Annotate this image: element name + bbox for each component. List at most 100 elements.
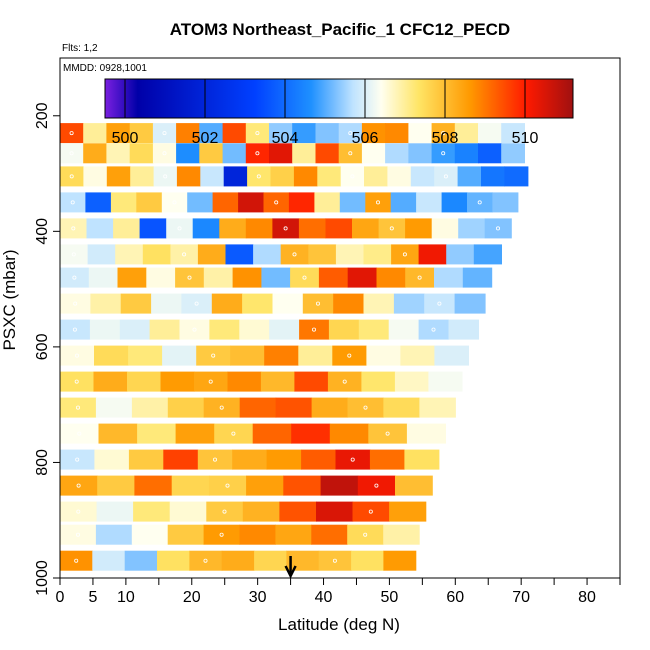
heatmap-cell <box>501 123 525 144</box>
plot-frame <box>59 57 621 579</box>
heatmap-cell <box>467 192 493 213</box>
heatmap-cell <box>376 267 406 288</box>
sample-point <box>70 200 75 205</box>
sample-point <box>256 174 261 179</box>
y-axis-label: PSXC (mbar) <box>0 249 19 350</box>
heatmap-cell <box>87 244 116 265</box>
heatmap-cell <box>110 192 137 213</box>
sample-point <box>71 226 76 231</box>
sample-point <box>203 558 208 563</box>
sample-point <box>76 483 81 488</box>
sample-point <box>402 252 407 257</box>
sample-point <box>225 483 230 488</box>
sample-point <box>74 558 79 563</box>
sample-point <box>73 301 78 306</box>
heatmap-cell <box>454 143 479 164</box>
heatmap-cell <box>166 218 194 239</box>
heatmap-cell <box>232 449 268 470</box>
sample-point <box>375 200 380 205</box>
heatmap-cell <box>60 166 84 187</box>
heatmap-cell <box>389 501 427 522</box>
heatmap-cell <box>203 397 241 418</box>
heatmap-cell <box>431 123 456 144</box>
heatmap-cell <box>434 345 469 366</box>
heatmap-cell <box>315 143 340 164</box>
heatmap-cell <box>137 423 177 444</box>
heatmap-cell <box>208 475 247 496</box>
heatmap-cell <box>308 244 337 265</box>
heatmap-cell <box>404 449 440 470</box>
heatmap-cell <box>83 143 107 164</box>
heatmap-cell <box>196 345 231 366</box>
heatmap-cell <box>60 218 88 239</box>
heatmap-cell <box>478 143 502 164</box>
heatmap-cell <box>85 192 112 213</box>
heatmap-cell <box>167 397 205 418</box>
heatmap-cell <box>160 371 195 392</box>
sample-point <box>187 275 192 280</box>
sample-point <box>363 532 368 537</box>
sample-point <box>350 174 355 179</box>
colorbar <box>104 78 574 119</box>
heatmap-cell <box>290 267 320 288</box>
sample-point <box>385 431 390 436</box>
heatmap-cell <box>60 397 97 418</box>
heatmap-cell <box>60 524 97 545</box>
colorbar-ticks: 500 502 504 506 508 510 <box>112 79 538 147</box>
heatmap-cell <box>221 550 255 571</box>
sample-point <box>292 252 297 257</box>
heatmap-cell <box>245 143 270 164</box>
heatmap-cell <box>89 319 121 340</box>
heatmap-cell <box>338 143 363 164</box>
sample-point <box>348 131 353 136</box>
heatmap-cell <box>239 319 270 340</box>
chart-title: ATOM3 Northeast_Pacific_1 CFC12_PECD <box>170 20 510 39</box>
heatmap-cell <box>419 397 456 418</box>
heatmap-cell <box>301 449 337 470</box>
heatmap-cell <box>214 423 254 444</box>
x-tick-label: 70 <box>512 589 530 606</box>
heatmap-cell <box>128 345 163 366</box>
heatmap-cell <box>457 166 482 187</box>
sample-point <box>76 532 81 537</box>
heatmap-cell <box>245 123 270 144</box>
heatmap-cell <box>60 501 98 522</box>
heatmap-cell <box>167 524 205 545</box>
sample-point <box>211 353 216 358</box>
heatmap-cell <box>279 501 317 522</box>
sample-point <box>77 431 82 436</box>
heatmap-cell <box>130 166 155 187</box>
heatmap-cell <box>269 143 293 164</box>
sample-point <box>274 200 279 205</box>
sample-point <box>163 174 168 179</box>
heatmap-cell <box>458 218 486 239</box>
x-tick-label: 5 <box>88 589 97 606</box>
heatmap-cell <box>266 449 302 470</box>
heatmap-cell <box>299 319 330 340</box>
heatmap-cell <box>317 166 342 187</box>
sample-point <box>74 379 79 384</box>
heatmap-cell <box>60 345 95 366</box>
heatmap-cell <box>431 143 456 164</box>
x-tick-label: 80 <box>578 589 596 606</box>
heatmap-cell <box>272 218 300 239</box>
heatmap-cell <box>95 397 133 418</box>
heatmap-cell <box>385 143 409 164</box>
heatmap-cell <box>335 244 365 265</box>
heatmap-cell <box>253 244 282 265</box>
heatmap-cell <box>88 267 119 288</box>
heatmap-cell <box>232 267 262 288</box>
heatmap-cell <box>408 123 433 144</box>
heatmap-cell <box>203 267 234 288</box>
heatmap-cell <box>238 192 265 213</box>
sample-point <box>231 431 236 436</box>
heatmap-cell <box>176 123 200 144</box>
heatmap-cell <box>179 319 210 340</box>
heatmap-cell <box>149 319 181 340</box>
heatmap-cell <box>117 267 147 288</box>
heatmap-cell <box>152 143 177 164</box>
heatmap-cell <box>383 397 420 418</box>
sample-point <box>162 131 167 136</box>
heatmap-cell <box>405 267 435 288</box>
heatmap-cell <box>136 192 163 213</box>
